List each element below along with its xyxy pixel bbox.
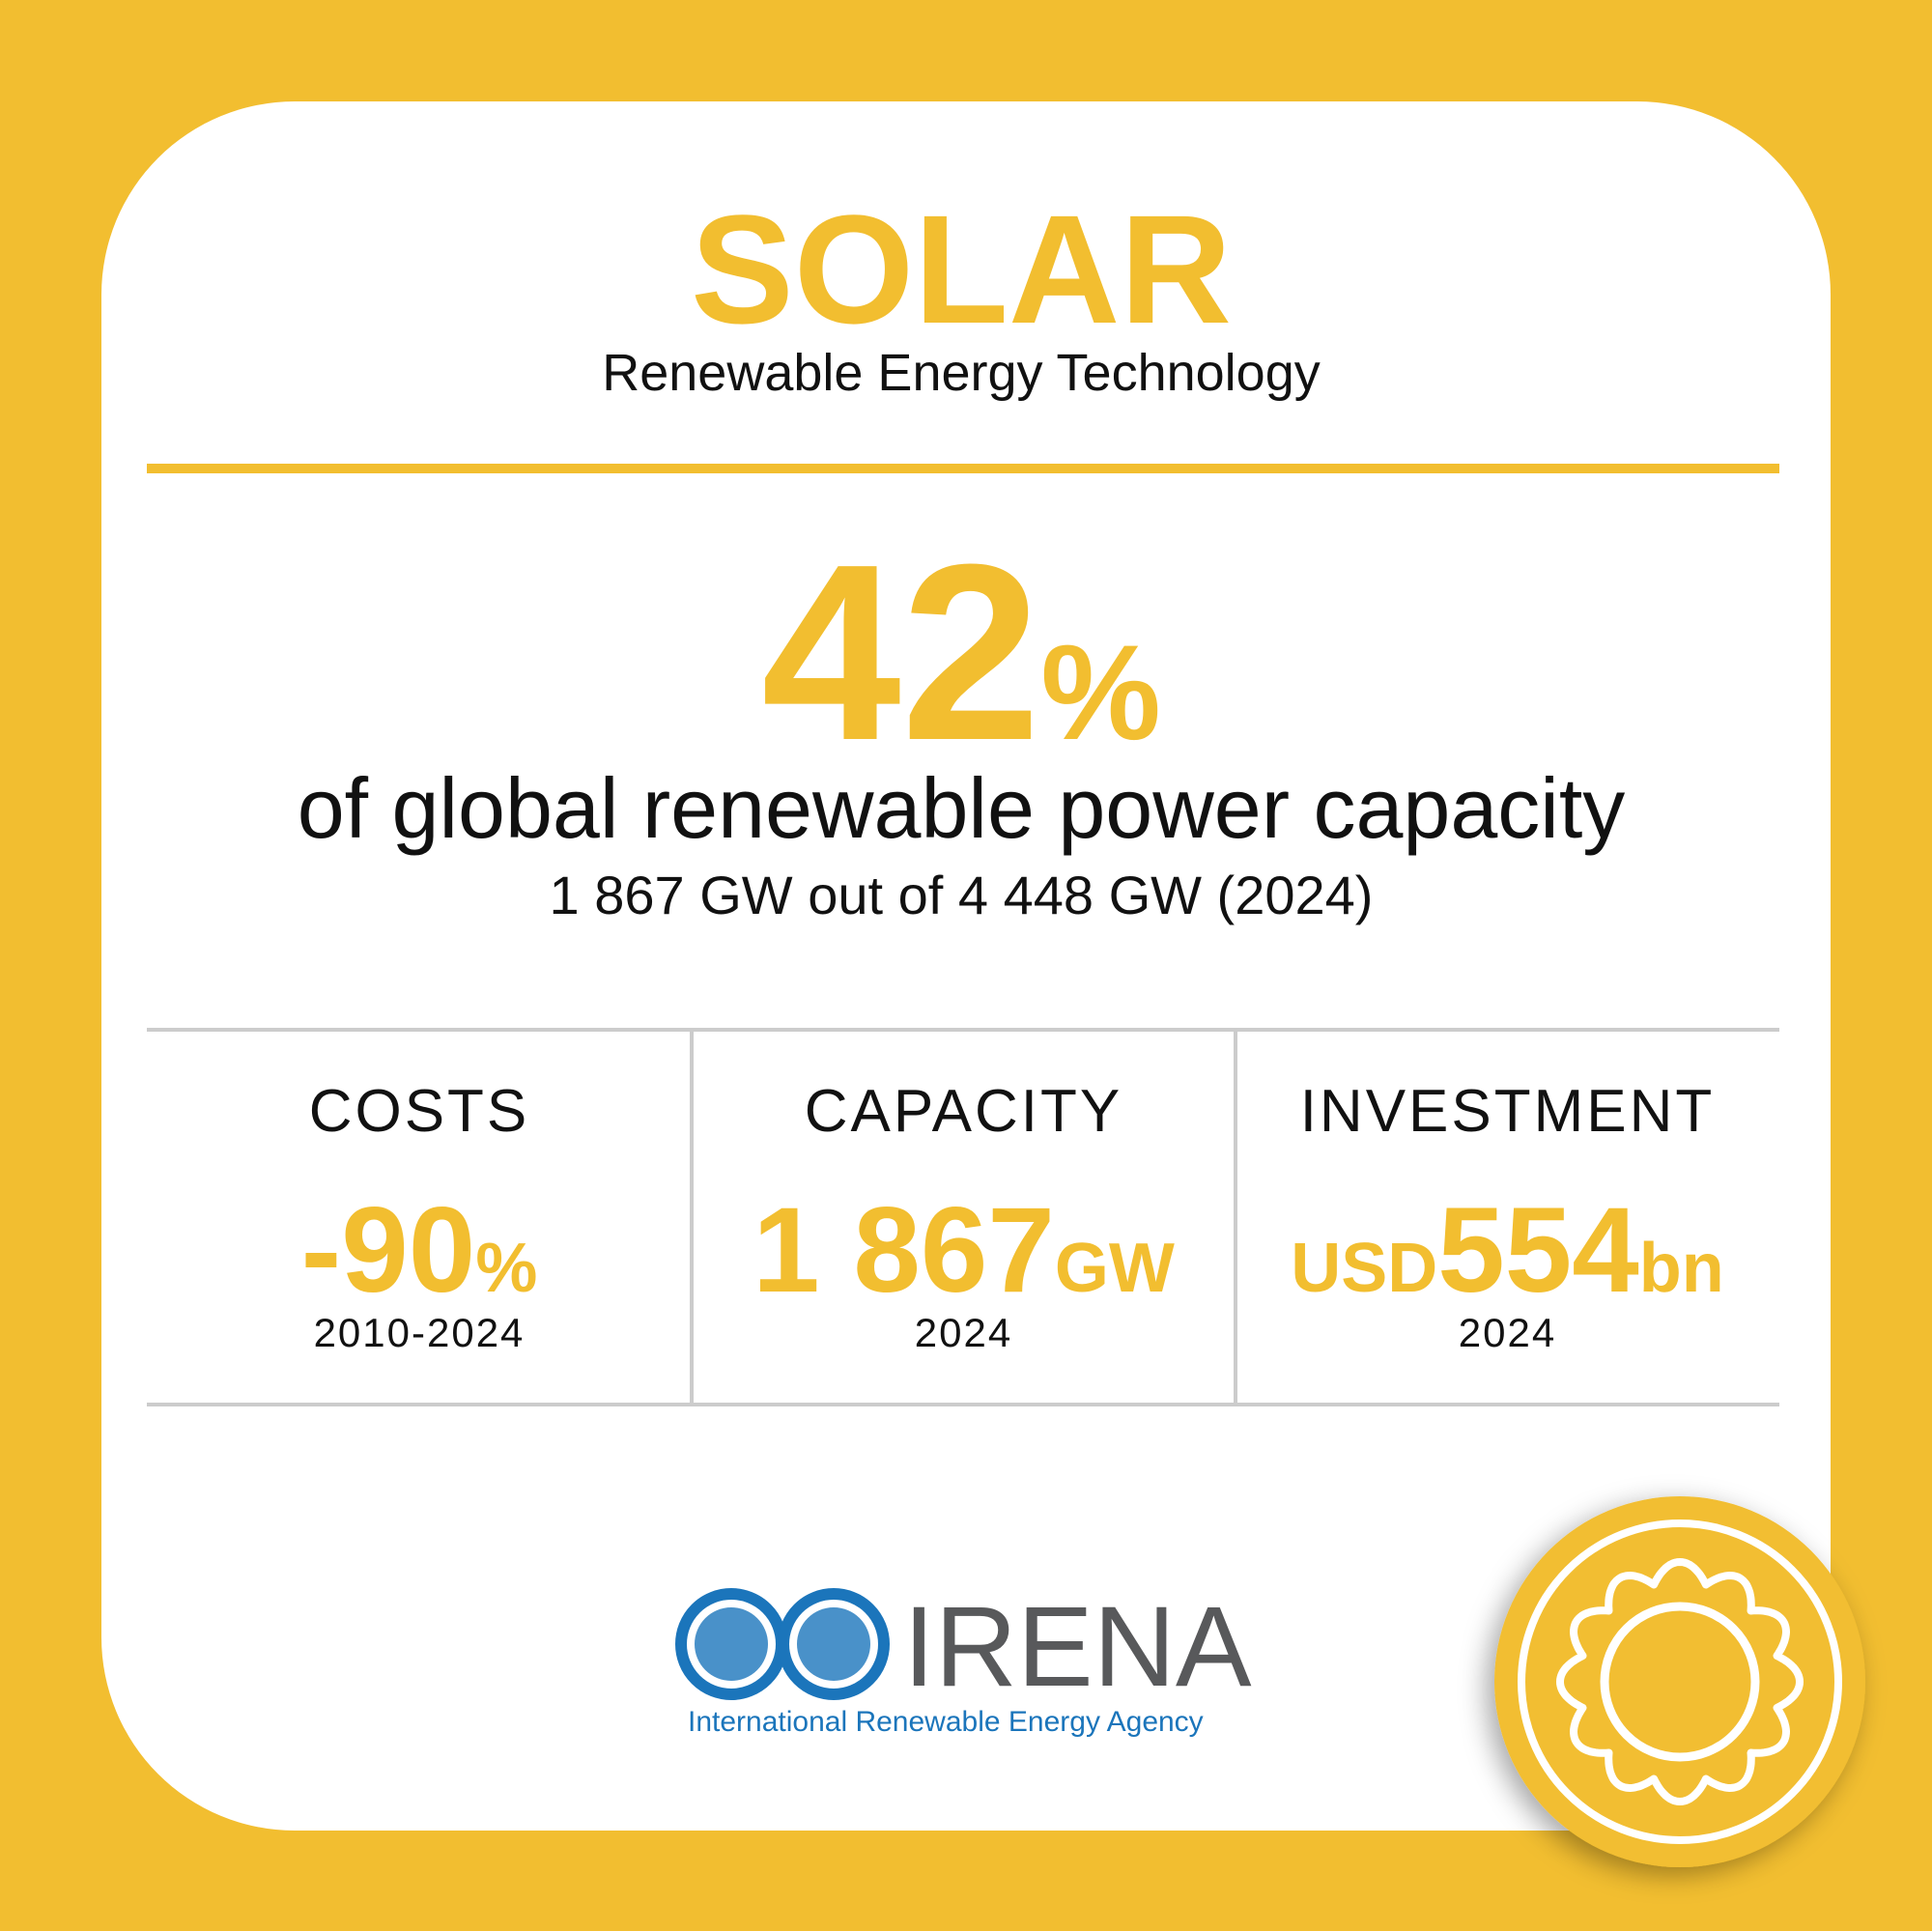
- stat-label: COSTS: [309, 1078, 530, 1145]
- logo-globe: [797, 1607, 870, 1681]
- subtitle: Renewable Energy Technology: [602, 344, 1321, 402]
- stat-label: INVESTMENT: [1300, 1078, 1716, 1145]
- sun-core: [1600, 1602, 1760, 1762]
- stat-period: 2024: [915, 1310, 1012, 1355]
- headline-unit: %: [1040, 616, 1160, 768]
- sun-rays: [1556, 1558, 1804, 1805]
- sun-icon: [1494, 1496, 1865, 1867]
- stat-period: 2024: [1459, 1310, 1556, 1355]
- icon-disc: [1494, 1496, 1865, 1867]
- headline-text: of global renewable power capacity: [298, 760, 1626, 856]
- headline-figure: 42%: [761, 513, 1161, 793]
- stat-value: 554: [1437, 1183, 1639, 1318]
- stat-figure: -90%: [301, 1183, 538, 1318]
- stat-period: 2010-2024: [314, 1310, 526, 1355]
- logo-mark: [675, 1588, 890, 1700]
- stat-value: 1 867: [753, 1183, 1055, 1318]
- logo-tagline: International Renewable Energy Agency: [688, 1706, 1204, 1738]
- stat-figure: USD554bn: [1291, 1183, 1724, 1318]
- stat-prefix: USD: [1291, 1230, 1437, 1307]
- logo: IRENA International Renewable Energy Age…: [675, 1583, 1252, 1738]
- stat-value: -90: [301, 1183, 476, 1318]
- title: SOLAR: [691, 183, 1232, 355]
- stat-label: CAPACITY: [805, 1078, 1122, 1145]
- card: [101, 101, 1831, 1831]
- stat-unit: %: [475, 1230, 537, 1307]
- headline-detail: 1 867 GW out of 4 448 GW (2024): [550, 865, 1374, 925]
- stat-figure: 1 867GW: [753, 1183, 1175, 1318]
- logo-globe: [695, 1607, 768, 1681]
- stat-unit: bn: [1639, 1230, 1724, 1307]
- stat-unit: GW: [1055, 1230, 1175, 1307]
- headline-value: 42: [761, 513, 1040, 793]
- divider: [147, 464, 1779, 473]
- logo-name: IRENA: [903, 1583, 1252, 1711]
- icon-ring: [1518, 1519, 1842, 1844]
